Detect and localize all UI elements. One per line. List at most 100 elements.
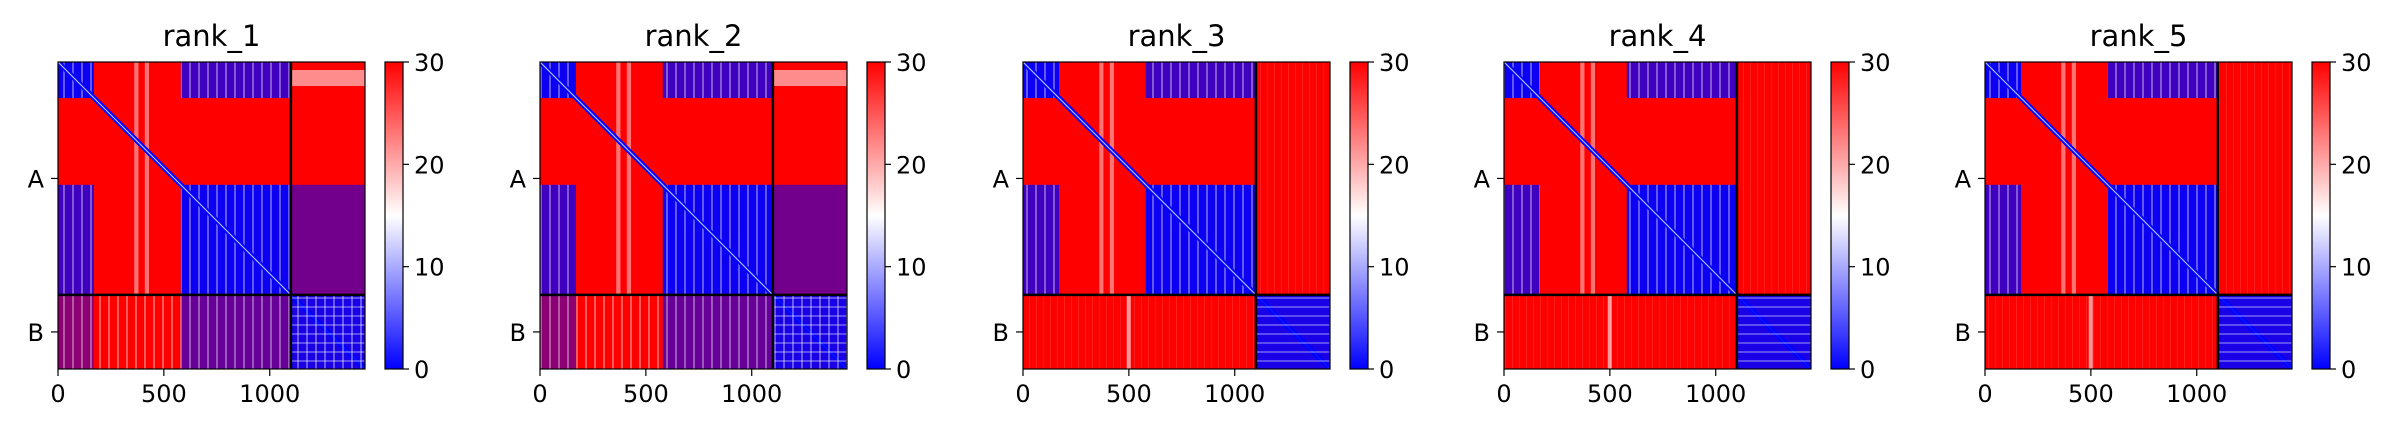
colorbar [384, 61, 404, 370]
chart-title: rank_1 [163, 19, 261, 53]
heatmap [540, 62, 847, 369]
interchain-texture [1023, 294, 1256, 369]
x-tick-label: 1000 [721, 380, 782, 408]
colorbar-tick-label: 10 [896, 254, 927, 282]
heatmap [1985, 62, 2292, 369]
interchain-texture [1504, 294, 1737, 369]
domain-texture [1626, 62, 1737, 98]
x-tick-label: 1000 [2166, 380, 2227, 408]
domain-texture [58, 184, 94, 295]
colorbar-tick-label: 0 [1860, 356, 1875, 384]
strip [1109, 62, 1115, 295]
x-tick-label: 0 [532, 380, 547, 408]
colorbar-tick-label: 0 [896, 356, 911, 384]
colorbar-tick-label: 20 [896, 151, 927, 179]
colorbar-tick-label: 10 [414, 254, 445, 282]
colorbar-tick-label: 30 [896, 49, 927, 77]
x-tick-label: 0 [50, 380, 65, 408]
x-tick-label: 500 [623, 380, 669, 408]
x-tick-label: 500 [2068, 380, 2114, 408]
strip [1590, 62, 1596, 295]
y-tick-label: B [510, 319, 526, 347]
strip [144, 62, 150, 295]
plot-frame [57, 61, 366, 370]
colorbar-tick-label: 10 [1860, 254, 1891, 282]
strip [134, 62, 139, 295]
y-tick-label: B [1474, 319, 1490, 347]
heatmap [1023, 62, 1330, 369]
interchain-texture [1736, 62, 1811, 295]
domain-texture [1145, 62, 1256, 98]
chain-b-texture [2217, 294, 2292, 369]
x-tick-label: 500 [141, 380, 187, 408]
chart-title: rank_5 [2090, 19, 2188, 53]
colorbar-tick-label: 20 [1860, 151, 1891, 179]
interchain-texture [58, 294, 365, 369]
x-tick-label: 1000 [1204, 380, 1265, 408]
interchain-block [772, 184, 847, 295]
chart-title: rank_2 [645, 19, 743, 53]
panel-rank_2: rank_2 0 500 1000 A B 0 10 20 30 [510, 19, 927, 408]
y-tick-label: A [28, 165, 45, 193]
x-tick-label: 500 [1587, 380, 1633, 408]
y-tick-label: A [1474, 165, 1491, 193]
x-tick-label: 0 [1496, 380, 1511, 408]
y-tick-label: A [993, 165, 1010, 193]
panel-rank_4: rank_4 0 500 1000 A B 0 10 20 30 [1474, 19, 1891, 408]
interchain-texture [1985, 294, 2218, 369]
plot-frame [1503, 61, 1812, 370]
strip [616, 62, 621, 295]
y-tick-label: B [28, 319, 44, 347]
y-tick-label: B [1955, 319, 1971, 347]
colorbar-tick-label: 0 [1379, 356, 1394, 384]
domain-texture [1504, 184, 1540, 295]
strip [1580, 62, 1585, 295]
x-tick-label: 500 [1106, 380, 1152, 408]
colorbar-tick-label: 20 [2341, 151, 2372, 179]
chain-b-texture [1255, 294, 1330, 369]
colorbar-tick-label: 20 [1379, 151, 1410, 179]
x-tick-label: 0 [1015, 380, 1030, 408]
colorbar [866, 61, 886, 370]
colorbar-tick-label: 0 [414, 356, 429, 384]
colorbar-tick-label: 30 [2341, 49, 2372, 77]
x-tick-label: 1000 [239, 380, 300, 408]
colorbar-tick-label: 10 [2341, 254, 2372, 282]
colorbar-tick-label: 20 [414, 151, 445, 179]
plot-frame [1022, 61, 1331, 370]
interchain-texture [2217, 62, 2292, 295]
interchain-texture [1255, 62, 1330, 295]
chart-title: rank_3 [1128, 19, 1226, 53]
chain-b-texture [1736, 294, 1811, 369]
colorbar-tick-label: 0 [2341, 356, 2356, 384]
colorbar-tick-label: 10 [1379, 254, 1410, 282]
colorbar-tick-label: 30 [414, 49, 445, 77]
domain-texture [1023, 184, 1059, 295]
colorbar-tick-label: 30 [1860, 49, 1891, 77]
interchain-block [290, 184, 365, 295]
plot-frame [539, 61, 848, 370]
interchain-strip [1126, 294, 1131, 369]
x-tick-label: 1000 [1685, 380, 1746, 408]
y-tick-label: A [1955, 165, 1972, 193]
panel-rank_5: rank_5 0 500 1000 A B 0 10 20 30 [1955, 19, 2372, 408]
y-tick-label: A [510, 165, 527, 193]
x-tick-label: 0 [1977, 380, 1992, 408]
colorbar [1349, 61, 1369, 370]
strip [2061, 62, 2066, 295]
domain-texture [1985, 184, 2021, 295]
strip [1099, 62, 1104, 295]
heatmap [58, 62, 365, 369]
interchain-strip [2088, 294, 2093, 369]
y-tick-label: B [993, 319, 1009, 347]
interchain-strip [1607, 294, 1612, 369]
domain-texture [2107, 62, 2218, 98]
domain-texture [662, 62, 773, 98]
interchain-block [290, 70, 365, 86]
chart-title: rank_4 [1609, 19, 1707, 53]
colorbar-tick-label: 30 [1379, 49, 1410, 77]
strip [626, 62, 632, 295]
strip [2071, 62, 2077, 295]
domain-texture [180, 62, 291, 98]
